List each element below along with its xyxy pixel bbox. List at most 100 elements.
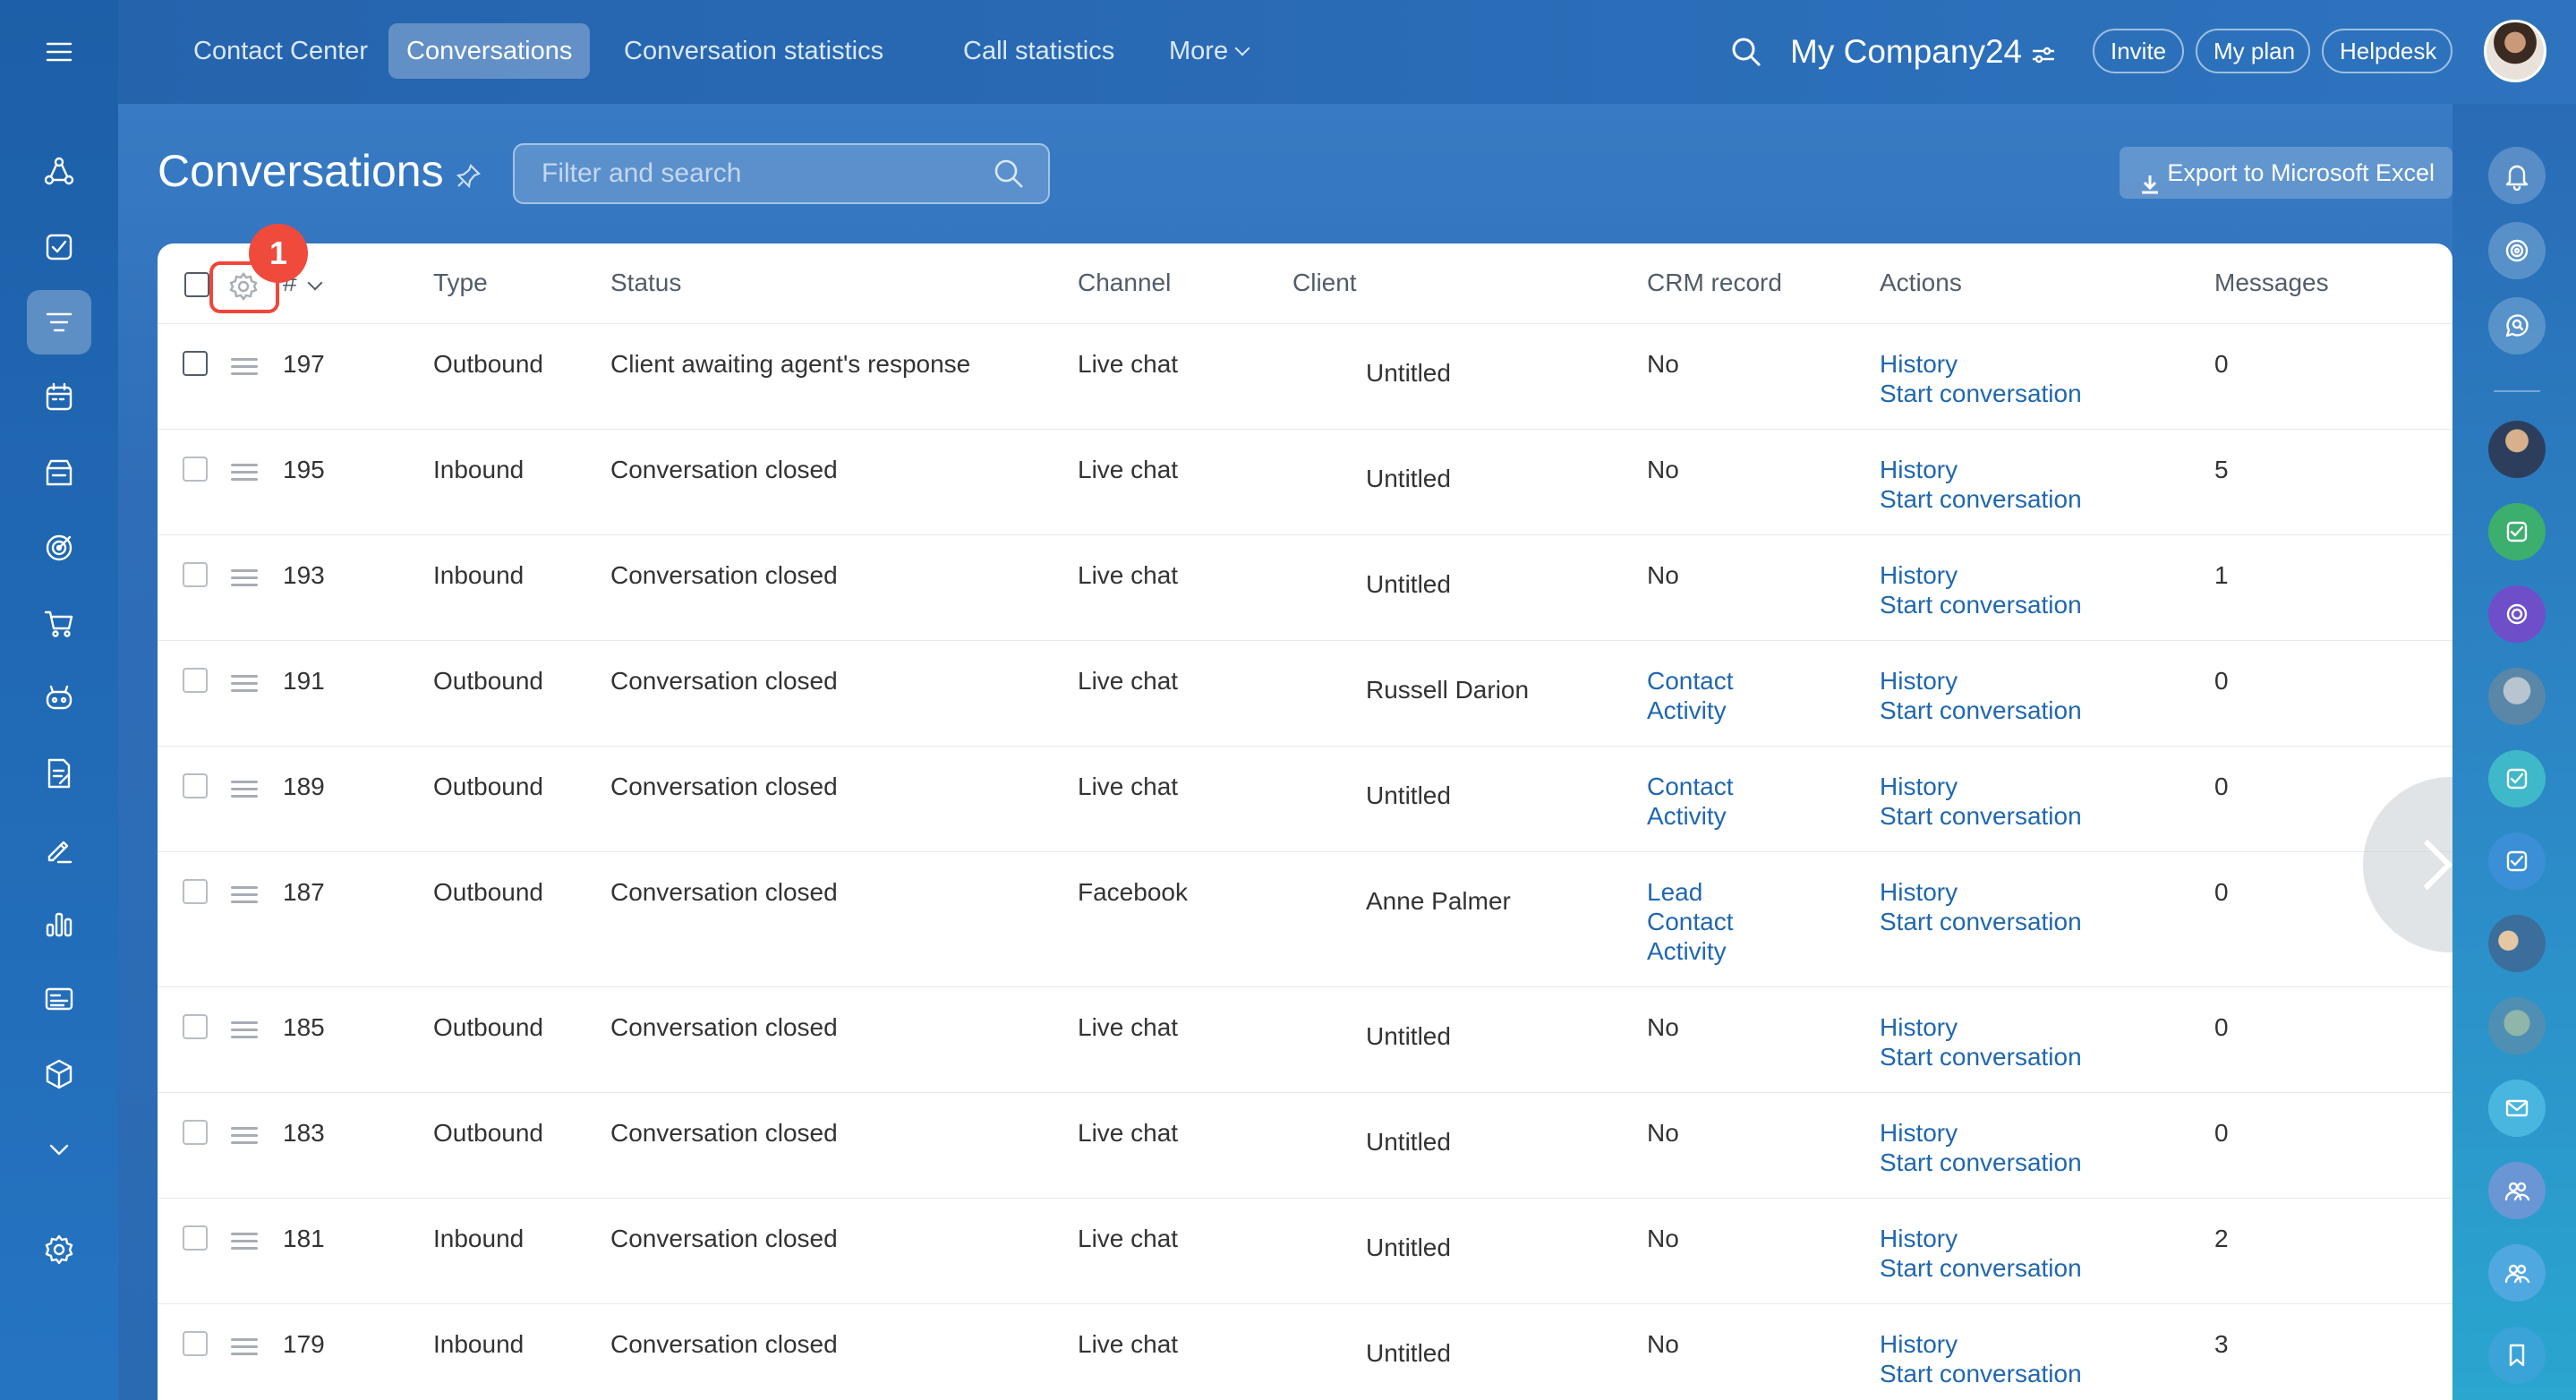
task-icon[interactable] (2488, 832, 2546, 890)
row-checkbox[interactable] (183, 1225, 208, 1251)
column-header-crm-record[interactable]: CRM record (1647, 269, 1782, 296)
history-link[interactable]: History (1880, 1119, 1958, 1147)
bot-icon[interactable] (27, 666, 91, 730)
avatar[interactable] (2488, 668, 2546, 725)
table-row[interactable]: 191 Outbound Conversation closed Live chat R… (158, 641, 2452, 747)
table-row[interactable]: 179 Inbound Conversation closed Live chat Un… (158, 1304, 2452, 1400)
flow-icon[interactable] (27, 140, 91, 204)
row-checkbox[interactable] (183, 562, 208, 587)
start-conversation-link[interactable]: Start conversation (1880, 696, 2082, 724)
cell-client[interactable]: Anne Palmer (1366, 887, 1511, 915)
contact-center-icon[interactable] (27, 290, 91, 354)
start-conversation-link[interactable]: Start conversation (1880, 1360, 2082, 1387)
nav-conversations[interactable]: Conversations (388, 23, 591, 79)
drag-handle-icon[interactable] (231, 781, 258, 798)
table-row[interactable]: 195 Inbound Conversation closed Live chat Un… (158, 430, 2452, 535)
start-conversation-link[interactable]: Start conversation (1880, 908, 2082, 935)
row-checkbox[interactable] (183, 773, 208, 798)
row-checkbox[interactable] (183, 1331, 208, 1356)
group-icon[interactable] (2488, 1244, 2546, 1302)
drag-handle-icon[interactable] (231, 886, 258, 904)
settings-icon[interactable] (27, 1217, 91, 1282)
nav-contact-center[interactable]: Contact Center (193, 37, 369, 65)
bookmark-icon[interactable] (2488, 1327, 2546, 1384)
history-link[interactable]: History (1880, 561, 1958, 589)
cell-client[interactable]: Untitled (1366, 1234, 1451, 1261)
nav-conversation-statistics[interactable]: Conversation statistics (624, 37, 884, 65)
invite-button[interactable]: Invite (2093, 29, 2184, 73)
start-conversation-link[interactable]: Start conversation (1880, 1254, 2082, 1282)
copilot-chat-icon[interactable] (2488, 585, 2546, 643)
table-row[interactable]: 183 Outbound Conversation closed Live chat U… (158, 1093, 2452, 1199)
nav-call-statistics[interactable]: Call statistics (963, 37, 1115, 65)
sign-icon[interactable] (27, 816, 91, 881)
row-checkbox[interactable] (183, 1120, 208, 1145)
menu-icon[interactable] (27, 20, 91, 84)
table-row[interactable]: 197 Outbound Client awaiting agent's respo… (158, 324, 2452, 430)
copilot-icon[interactable] (2488, 222, 2546, 279)
drag-handle-icon[interactable] (231, 569, 258, 587)
history-link[interactable]: History (1880, 1013, 1958, 1041)
group-icon[interactable] (2488, 1162, 2546, 1219)
analytics-icon[interactable] (27, 892, 91, 956)
avatar[interactable] (2488, 915, 2546, 972)
cell-client[interactable]: Russell Darion (1366, 676, 1530, 704)
drive-icon[interactable] (27, 440, 91, 505)
start-conversation-link[interactable]: Start conversation (1880, 485, 2082, 513)
column-header-channel[interactable]: Channel (1078, 269, 1172, 296)
task-icon[interactable] (2488, 503, 2546, 560)
history-link[interactable]: History (1880, 350, 1958, 378)
chevron-down-icon[interactable] (27, 1117, 91, 1182)
crm-link[interactable]: Activity (1647, 937, 1727, 965)
row-checkbox[interactable] (183, 668, 208, 693)
table-row[interactable]: 187 Outbound Conversation closed Facebook An… (158, 852, 2452, 987)
history-link[interactable]: History (1880, 1330, 1958, 1358)
calendar-icon[interactable] (27, 365, 91, 430)
drag-handle-icon[interactable] (231, 1233, 258, 1251)
table-row[interactable]: 185 Outbound Conversation closed Live chat U… (158, 987, 2452, 1093)
gear-icon[interactable] (227, 270, 260, 303)
table-row[interactable]: 189 Outbound Conversation closed Live chat U… (158, 747, 2452, 852)
column-header-type[interactable]: Type (433, 269, 488, 296)
start-conversation-link[interactable]: Start conversation (1880, 1043, 2082, 1071)
select-all-checkbox[interactable] (184, 272, 209, 297)
history-link[interactable]: History (1880, 878, 1958, 906)
history-link[interactable]: History (1880, 667, 1958, 695)
crm-link[interactable]: Activity (1647, 696, 1727, 724)
drag-handle-icon[interactable] (231, 1021, 258, 1039)
column-header-actions[interactable]: Actions (1880, 269, 1962, 296)
start-conversation-link[interactable]: Start conversation (1880, 380, 2082, 407)
drag-handle-icon[interactable] (231, 358, 258, 376)
task-icon[interactable] (2488, 750, 2546, 807)
filter-search-input[interactable] (542, 145, 971, 202)
row-checkbox[interactable] (183, 351, 208, 376)
sites-icon[interactable] (27, 967, 91, 1031)
column-header-messages[interactable]: Messages (2214, 269, 2329, 296)
drag-handle-icon[interactable] (231, 1338, 258, 1356)
crm-link[interactable]: Contact (1647, 908, 1734, 935)
search-icon[interactable] (993, 158, 1025, 190)
start-conversation-link[interactable]: Start conversation (1880, 591, 2082, 619)
crm-link[interactable]: Contact (1647, 667, 1734, 695)
cell-client[interactable]: Untitled (1366, 465, 1451, 492)
cart-icon[interactable] (27, 591, 91, 655)
mail-icon[interactable] (2488, 1080, 2546, 1137)
cell-client[interactable]: Untitled (1366, 781, 1451, 809)
cell-client[interactable]: Untitled (1366, 359, 1451, 387)
crm-link[interactable]: Lead (1647, 878, 1703, 906)
history-link[interactable]: History (1880, 773, 1958, 800)
avatar[interactable] (2488, 421, 2546, 478)
chat-search-icon[interactable] (2488, 297, 2546, 354)
drag-handle-icon[interactable] (231, 1127, 258, 1145)
export-excel-button[interactable]: Export to Microsoft Excel (2120, 147, 2452, 199)
bell-icon[interactable] (2488, 147, 2546, 204)
company-name[interactable]: My Company24 (1790, 27, 2056, 77)
column-header-status[interactable]: Status (610, 269, 682, 296)
start-conversation-link[interactable]: Start conversation (1880, 1148, 2082, 1176)
drag-handle-icon[interactable] (231, 464, 258, 482)
sort-chevron-icon[interactable] (307, 275, 323, 291)
crm-link[interactable]: Contact (1647, 773, 1734, 800)
my-plan-button[interactable]: My plan (2196, 29, 2310, 73)
crm-link[interactable]: Activity (1647, 802, 1727, 830)
cell-client[interactable]: Untitled (1366, 570, 1451, 598)
